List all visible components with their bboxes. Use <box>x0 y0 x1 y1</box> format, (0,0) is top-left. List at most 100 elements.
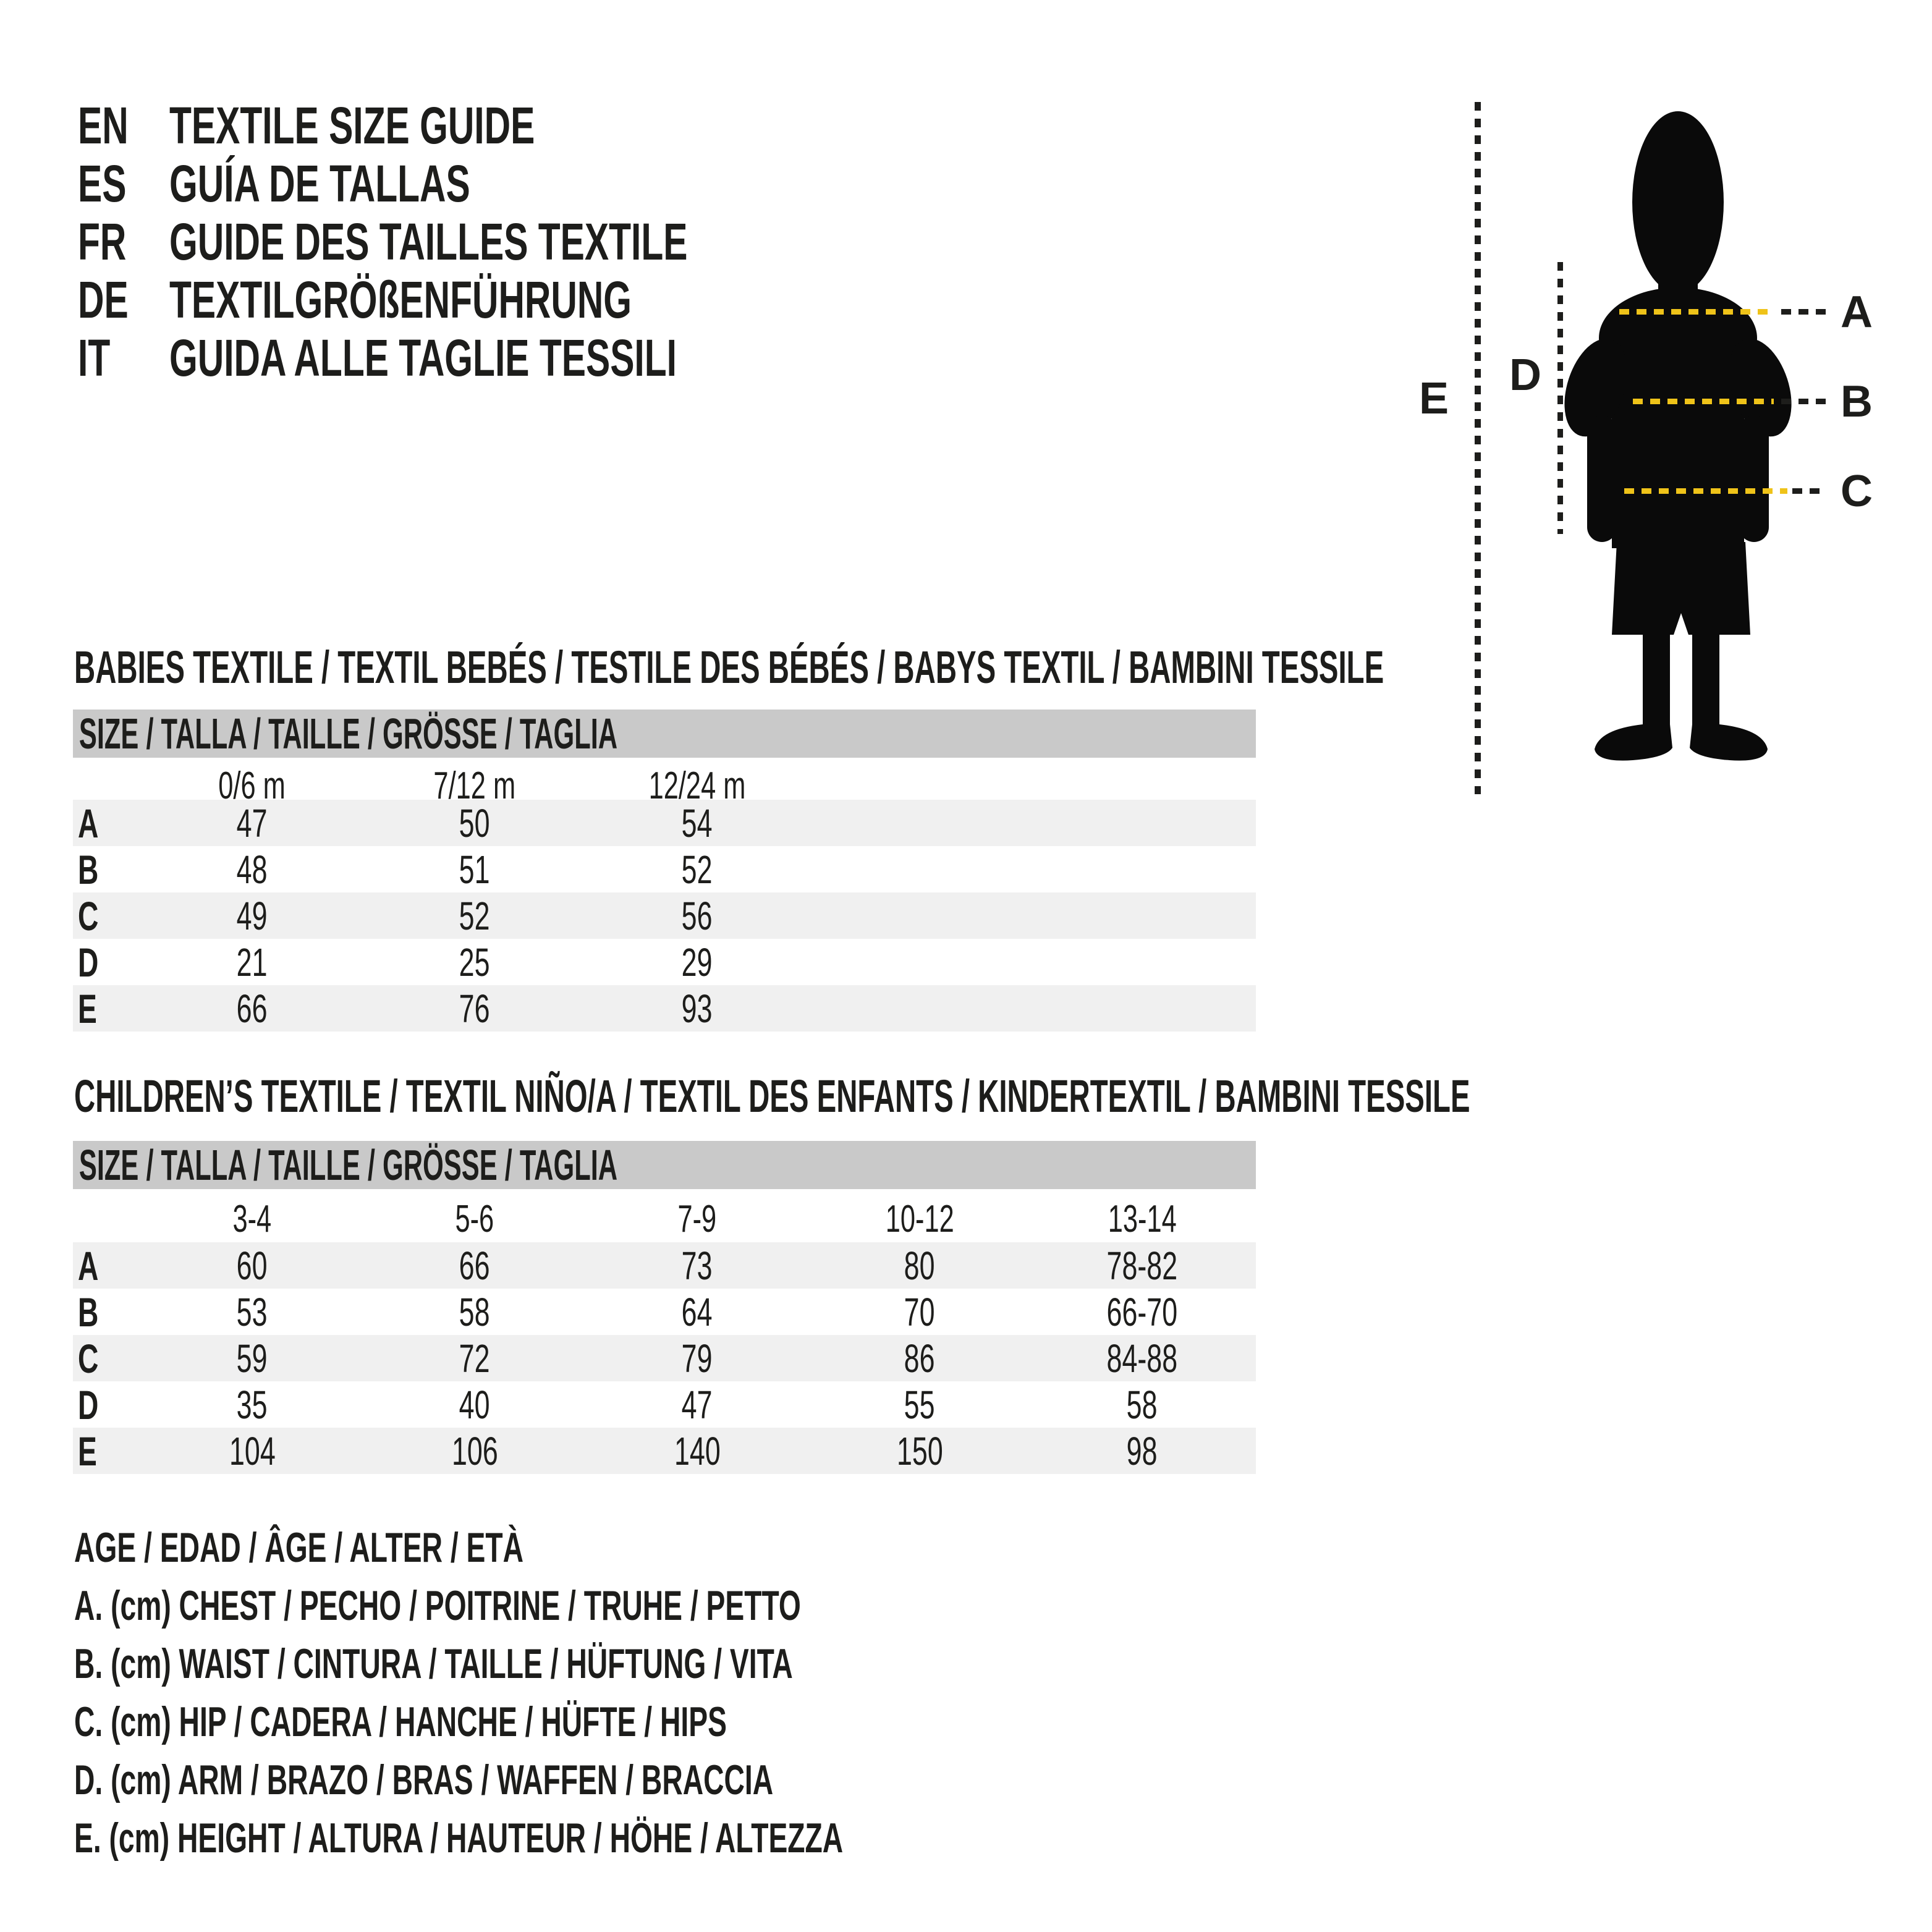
table-row: B 53 58 64 70 66-70 <box>73 1289 1256 1335</box>
children-section-title: CHILDREN’S TEXTILE / TEXTIL NIÑO/A / TEX… <box>74 1070 1470 1122</box>
cell: 140 <box>674 1429 721 1473</box>
cell: 52 <box>682 847 713 892</box>
cell: 60 <box>237 1244 268 1288</box>
language-code: EN <box>78 96 129 155</box>
cell: 21 <box>237 940 268 985</box>
waist-measure-dash-dark <box>1781 399 1827 404</box>
language-row-it: IT GUIDA ALLE TAGLIE TESSILI <box>78 328 910 387</box>
measure-label-e: E <box>1419 374 1449 423</box>
legend-hip-line: C. (cm) HIP / CADERA / HANCHE / HÜFTE / … <box>74 1698 727 1745</box>
cell: 106 <box>451 1429 498 1473</box>
babies-size-header-text: SIZE / TALLA / TAILLE / GRÖSSE / TAGLIA <box>78 710 618 758</box>
guide-title-en: TEXTILE SIZE GUIDE <box>169 96 535 155</box>
language-code: IT <box>78 329 111 387</box>
table-row: E 66 76 93 <box>73 985 1256 1032</box>
cell: 70 <box>904 1290 935 1334</box>
legend-chest-line: A. (cm) CHEST / PECHO / POITRINE / TRUHE… <box>74 1582 801 1629</box>
row-label: D <box>78 1382 99 1428</box>
cell: 104 <box>229 1429 276 1473</box>
cell: 54 <box>682 801 713 845</box>
babies-column-header-row: 0/6 m 7/12 m 12/24 m <box>73 764 1256 807</box>
table-row: D 21 25 29 <box>73 939 1256 985</box>
legend-age-line: AGE / EDAD / ÂGE / ALTER / ETÀ <box>74 1524 524 1571</box>
cell: 73 <box>682 1244 713 1288</box>
cell: 47 <box>682 1383 713 1427</box>
guide-title-fr: GUIDE DES TAILLES TEXTILE <box>169 213 688 271</box>
children-col-1: 5-6 <box>455 1197 494 1240</box>
cell: 58 <box>459 1290 490 1334</box>
cell: 51 <box>459 847 490 892</box>
children-size-table: 3-4 5-6 7-9 10-12 13-14 A 60 66 73 80 78… <box>73 1195 1256 1474</box>
language-title-list: EN TEXTILE SIZE GUIDE ES GUÍA DE TALLAS … <box>78 96 910 387</box>
cell: 47 <box>237 801 268 845</box>
cell: 49 <box>237 894 268 938</box>
cell: 78-82 <box>1106 1244 1178 1288</box>
cell: 66 <box>237 986 268 1031</box>
row-label: C <box>78 893 99 939</box>
row-label: B <box>78 1289 99 1335</box>
cell: 59 <box>237 1336 268 1381</box>
cell: 64 <box>682 1290 713 1334</box>
cell: 58 <box>1127 1383 1158 1427</box>
table-row: E 104 106 140 150 98 <box>73 1428 1256 1474</box>
cell: 93 <box>682 986 713 1031</box>
measure-label-d: D <box>1509 350 1541 400</box>
table-row: B 48 51 52 <box>73 846 1256 892</box>
babies-size-table: 0/6 m 7/12 m 12/24 m A 47 50 54 B 48 51 … <box>73 764 1256 1032</box>
cell: 25 <box>459 940 490 985</box>
table-row: C 59 72 79 86 84-88 <box>73 1335 1256 1381</box>
row-label: E <box>78 986 97 1032</box>
waist-measure-dash-yellow <box>1633 399 1774 404</box>
measure-label-b: B <box>1841 377 1873 426</box>
cell: 50 <box>459 801 490 845</box>
children-size-header-text: SIZE / TALLA / TAILLE / GRÖSSE / TAGLIA <box>78 1141 618 1189</box>
babies-col-1: 7/12 m <box>433 765 516 807</box>
guide-title-es: GUÍA DE TALLAS <box>169 155 470 213</box>
cell: 86 <box>904 1336 935 1381</box>
cell: 76 <box>459 986 490 1031</box>
cell: 98 <box>1127 1429 1158 1473</box>
language-row-fr: FR GUIDE DES TAILLES TEXTILE <box>78 212 910 271</box>
language-code: DE <box>78 271 129 329</box>
cell: 29 <box>682 940 713 985</box>
row-label: B <box>78 847 99 892</box>
babies-col-0: 0/6 m <box>218 765 286 807</box>
children-size-header-bar: SIZE / TALLA / TAILLE / GRÖSSE / TAGLIA <box>73 1141 1256 1189</box>
measure-label-a: A <box>1841 287 1873 337</box>
language-code: ES <box>78 155 127 213</box>
row-label: A <box>78 1243 99 1289</box>
height-measure-line-e <box>1475 102 1481 794</box>
babies-size-header-bar: SIZE / TALLA / TAILLE / GRÖSSE / TAGLIA <box>73 710 1256 758</box>
guide-title-it: GUIDA ALLE TAGLIE TESSILI <box>169 329 677 387</box>
cell: 53 <box>237 1290 268 1334</box>
children-col-0: 3-4 <box>232 1197 272 1240</box>
cell: 40 <box>459 1383 490 1427</box>
measure-label-c: C <box>1841 467 1873 516</box>
cell: 84-88 <box>1106 1336 1178 1381</box>
cell: 150 <box>896 1429 943 1473</box>
cell: 48 <box>237 847 268 892</box>
chest-measure-dash-yellow <box>1619 309 1774 315</box>
babies-section-title: BABIES TEXTILE / TEXTIL BEBÉS / TESTILE … <box>74 642 1384 693</box>
cell: 55 <box>904 1383 935 1427</box>
legend-height-line: E. (cm) HEIGHT / ALTURA / HAUTEUR / HÖHE… <box>74 1815 844 1862</box>
language-code: FR <box>78 213 127 271</box>
language-row-en: EN TEXTILE SIZE GUIDE <box>78 96 910 155</box>
children-col-3: 10-12 <box>885 1197 954 1240</box>
row-label: A <box>78 800 99 846</box>
arm-measure-line-d <box>1557 262 1563 534</box>
cell: 72 <box>459 1336 490 1381</box>
row-label: E <box>78 1428 97 1474</box>
cell: 66-70 <box>1106 1290 1178 1334</box>
row-label: C <box>78 1336 99 1381</box>
children-col-2: 7-9 <box>677 1197 717 1240</box>
hip-measure-dash-yellow <box>1624 488 1787 494</box>
chest-measure-dash-dark <box>1781 309 1827 315</box>
table-row: A 47 50 54 <box>73 800 1256 846</box>
table-row: A 60 66 73 80 78-82 <box>73 1242 1256 1289</box>
children-column-header-row: 3-4 5-6 7-9 10-12 13-14 <box>73 1195 1256 1242</box>
language-row-es: ES GUÍA DE TALLAS <box>78 154 910 213</box>
legend-waist-line: B. (cm) WAIST / CINTURA / TAILLE / HÜFTU… <box>74 1640 793 1687</box>
cell: 79 <box>682 1336 713 1381</box>
